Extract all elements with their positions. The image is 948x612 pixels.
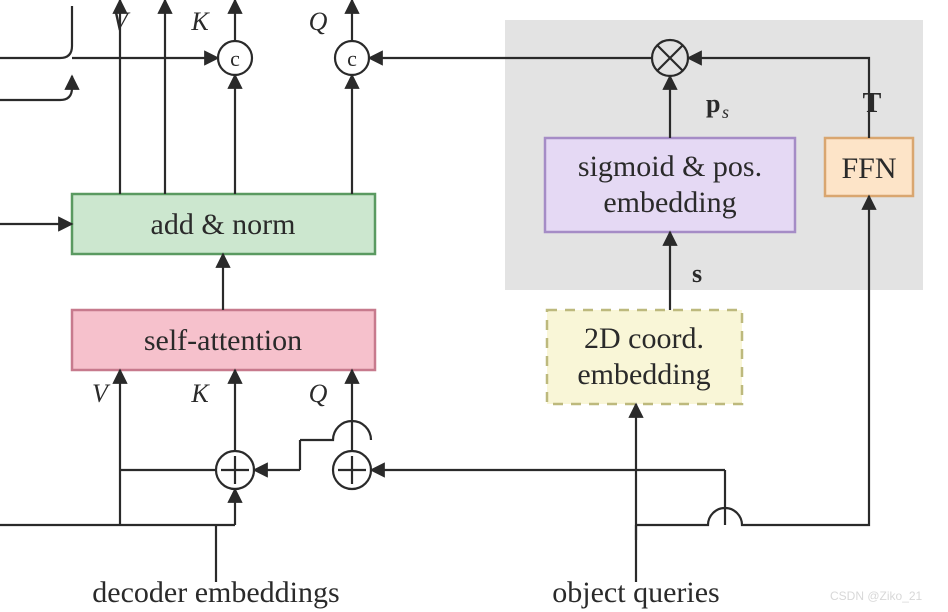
label-V-top: V	[112, 7, 131, 36]
box-self-attention: self-attention	[72, 310, 375, 370]
watermark: CSDN @Ziko_21	[830, 589, 923, 603]
box-ffn: FFN	[825, 138, 913, 196]
label-K-top: K	[190, 7, 210, 36]
box-sigmoid-pos: sigmoid & pos. embedding	[545, 138, 795, 232]
label-s: s	[692, 259, 702, 288]
label-ffn: FFN	[841, 152, 896, 185]
circle-plus-k	[216, 451, 254, 489]
circle-c-q: c	[335, 41, 369, 75]
box-add-norm: add & norm	[72, 194, 375, 254]
label-Q-top: Q	[309, 7, 328, 36]
label-V-mid: V	[92, 379, 111, 408]
svg-text:p: p	[706, 89, 720, 118]
label-c-k: c	[230, 46, 240, 71]
label-T: T	[863, 88, 882, 119]
box-coord-embed: 2D coord. embedding	[547, 310, 742, 404]
label-object-queries: object queries	[552, 576, 719, 609]
label-sigmoid-l2: embedding	[603, 186, 736, 219]
label-decoder-embeddings: decoder embeddings	[92, 576, 339, 609]
label-sigmoid-l1: sigmoid & pos.	[578, 150, 762, 183]
circle-plus-q	[333, 451, 371, 489]
label-c-q: c	[347, 46, 357, 71]
svg-text:s: s	[722, 102, 729, 122]
label-self-attn: self-attention	[144, 324, 302, 357]
label-coord-l1: 2D coord.	[584, 322, 704, 355]
label-add-norm: add & norm	[151, 208, 296, 241]
circle-c-k: c	[218, 41, 252, 75]
label-K-mid: K	[190, 379, 210, 408]
label-coord-l2: embedding	[577, 358, 710, 391]
label-Q-mid: Q	[309, 379, 328, 408]
